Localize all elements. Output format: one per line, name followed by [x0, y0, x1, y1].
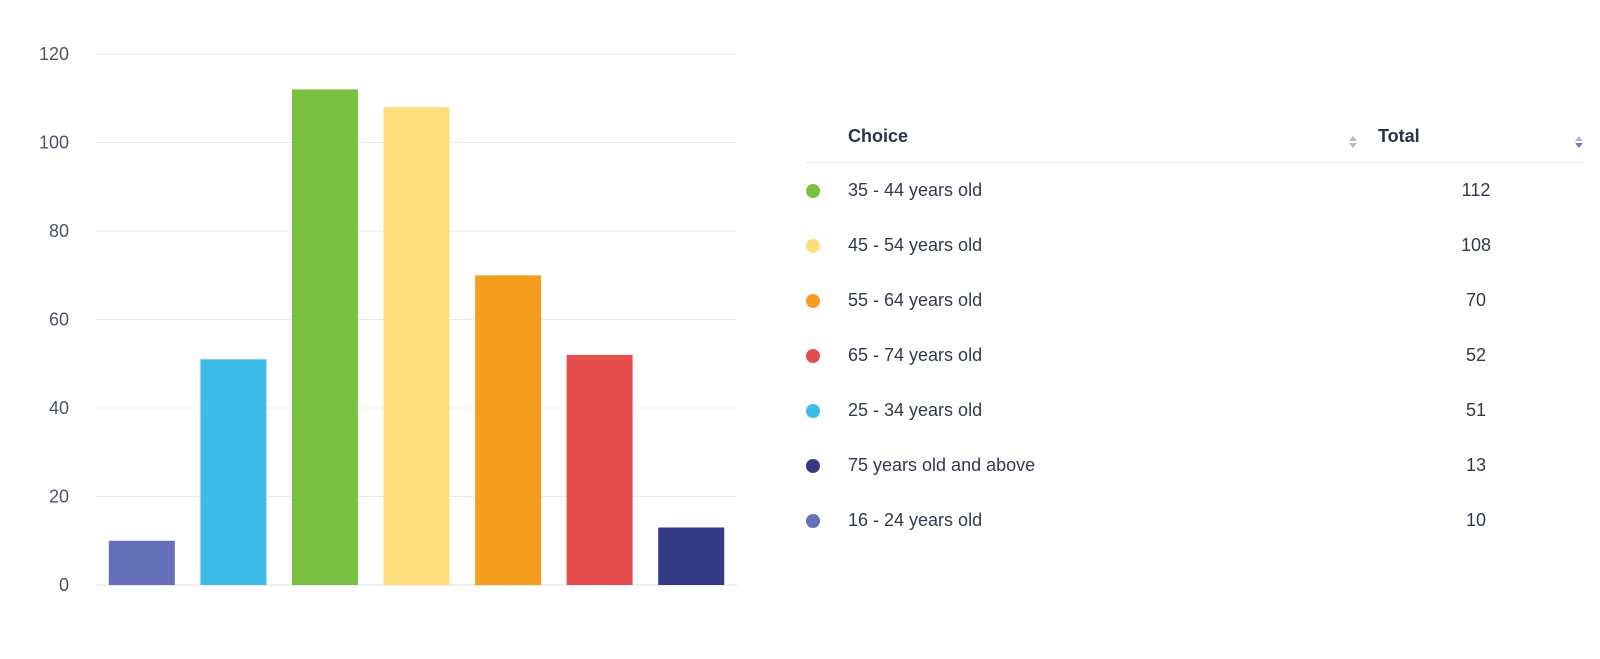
- y-tick-label: 100: [39, 133, 69, 153]
- choice-cell: 25 - 34 years old: [848, 400, 983, 420]
- total-cell: 13: [1465, 455, 1487, 475]
- bar-7[interactable]: [658, 527, 725, 586]
- table-header-row: Choice Total: [806, 110, 1584, 163]
- bar-4[interactable]: [383, 107, 450, 585]
- choice-cell: 55 - 64 years old: [848, 290, 983, 310]
- series-color-dot: [806, 349, 820, 364]
- total-cell: 112: [1461, 180, 1491, 200]
- bar-chart: 0 20 40 60 80 100 120: [39, 44, 737, 595]
- total-sort-icon[interactable]: [1574, 135, 1584, 148]
- total-cell: 52: [1465, 345, 1487, 365]
- results-table: Choice Total 35 - 44 years old 112 45 - …: [806, 110, 1584, 548]
- choice-cell: 45 - 54 years old: [848, 235, 983, 255]
- total-header-label: Total: [1378, 125, 1420, 146]
- bar-2[interactable]: [200, 359, 267, 585]
- series-color-dot: [806, 239, 820, 254]
- y-tick-label: 20: [49, 487, 69, 507]
- total-cell: 51: [1465, 400, 1487, 420]
- table-row: 75 years old and above 13: [806, 438, 1584, 493]
- choice-cell: 65 - 74 years old: [848, 345, 983, 365]
- table-row: 55 - 64 years old 70: [806, 273, 1584, 328]
- series-color-dot: [806, 184, 820, 199]
- y-tick-label: 80: [49, 221, 69, 241]
- table-row: 25 - 34 years old 51: [806, 383, 1584, 438]
- choice-header-label: Choice: [848, 125, 909, 146]
- choice-cell: 35 - 44 years old: [848, 180, 983, 200]
- y-tick-label: 120: [39, 44, 69, 64]
- series-color-dot: [806, 514, 820, 529]
- total-cell: 10: [1465, 510, 1487, 530]
- choice-column-header[interactable]: Choice: [848, 110, 1348, 163]
- y-tick-label: 40: [49, 398, 69, 418]
- table-row: 65 - 74 years old 52: [806, 328, 1584, 383]
- total-column-header[interactable]: Total: [1378, 110, 1574, 163]
- bar-6[interactable]: [566, 354, 633, 585]
- table-row: 35 - 44 years old 112: [806, 163, 1584, 219]
- series-color-dot: [806, 404, 820, 419]
- bar-1[interactable]: [108, 540, 175, 586]
- table-row: 45 - 54 years old 108: [806, 218, 1584, 273]
- bar-3[interactable]: [291, 89, 358, 586]
- bar-5[interactable]: [475, 275, 542, 586]
- y-tick-label: 0: [59, 575, 69, 595]
- choice-cell: 16 - 24 years old: [848, 510, 983, 530]
- series-color-dot: [806, 459, 820, 474]
- y-tick-label: 60: [49, 310, 69, 330]
- choice-cell: 75 years old and above: [848, 455, 1036, 475]
- table-row: 16 - 24 years old 10: [806, 493, 1584, 548]
- choice-sort-icon[interactable]: [1348, 135, 1358, 148]
- series-color-dot: [806, 294, 820, 309]
- y-axis-ticks: 0 20 40 60 80 100 120: [39, 44, 69, 595]
- total-cell: 70: [1465, 290, 1487, 310]
- total-cell: 108: [1460, 235, 1492, 255]
- color-column-header: [806, 110, 848, 163]
- chart-bars: [108, 89, 725, 586]
